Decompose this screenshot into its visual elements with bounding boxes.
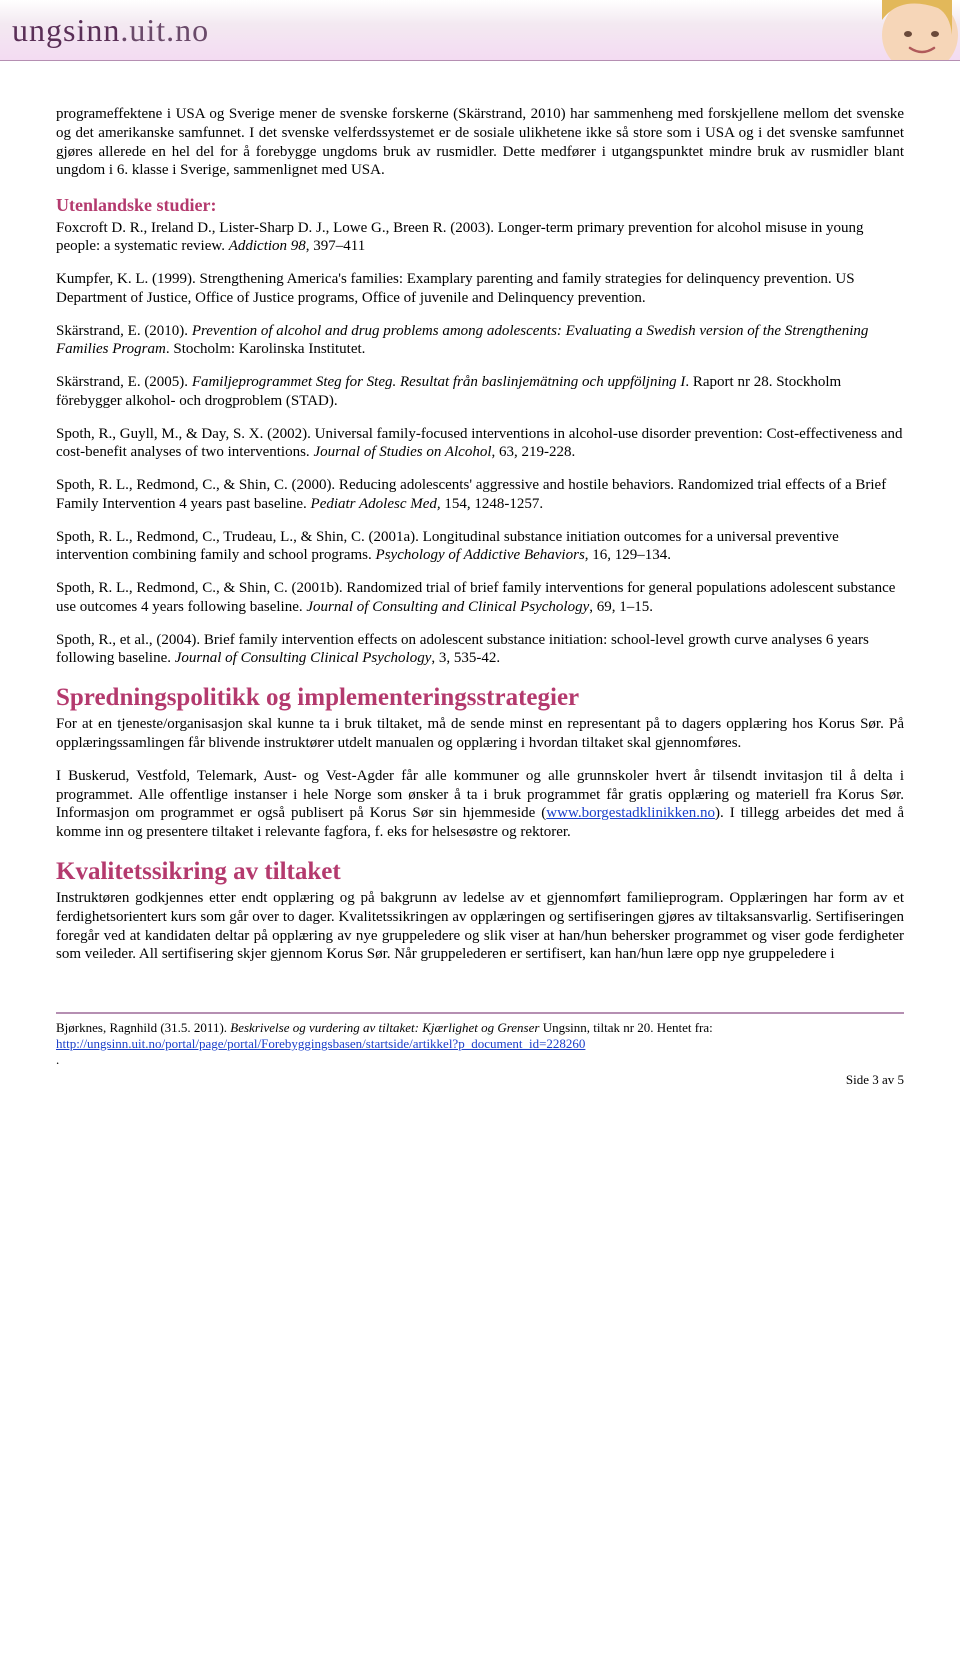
- cite-title: Beskrivelse og vurdering av tiltaket: Kj…: [230, 1020, 539, 1035]
- heading-utenlandske: Utenlandske studier:: [56, 194, 904, 217]
- reference-6: Spoth, R. L., Redmond, C., & Shin, C. (2…: [56, 476, 904, 514]
- ref-text: , 69, 1–15.: [589, 599, 653, 615]
- ref-text: Skärstrand, E. (2005).: [56, 374, 192, 390]
- cite-text: Ungsinn, tiltak nr 20. Hentet fra:: [539, 1020, 712, 1035]
- logo: ungsinn.uit.no: [12, 12, 209, 49]
- reference-5: Spoth, R., Guyll, M., & Day, S. X. (2002…: [56, 425, 904, 463]
- page-footer: Bjørknes, Ragnhild (31.5. 2011). Beskriv…: [56, 1012, 904, 1088]
- reference-4: Skärstrand, E. (2005). Familjeprogrammet…: [56, 373, 904, 411]
- ref-text: , 3, 535-42.: [431, 650, 500, 666]
- ref-journal: Addiction 98: [229, 238, 306, 254]
- footer-citation: Bjørknes, Ragnhild (31.5. 2011). Beskriv…: [56, 1020, 904, 1068]
- ref-title: Familjeprogrammet Steg for Steg. Resulta…: [192, 374, 686, 390]
- cite-dot: .: [56, 1052, 59, 1067]
- reference-3: Skärstrand, E. (2010). Prevention of alc…: [56, 322, 904, 360]
- page-header: ungsinn.uit.no: [0, 0, 960, 61]
- link-source[interactable]: http://ungsinn.uit.no/portal/page/portal…: [56, 1036, 585, 1051]
- ref-text: Skärstrand, E. (2010).: [56, 323, 192, 339]
- cite-text: Bjørknes, Ragnhild (31.5. 2011).: [56, 1020, 230, 1035]
- ref-text: . Stocholm: Karolinska Institutet.: [166, 341, 366, 357]
- content-area: programeffektene i USA og Sverige mener …: [0, 61, 960, 984]
- heading-kvalitet: Kvalitetssikring av tiltaket: [56, 856, 904, 887]
- reference-7: Spoth, R. L., Redmond, C., Trudeau, L., …: [56, 528, 904, 566]
- reference-8: Spoth, R. L., Redmond, C., & Shin, C. (2…: [56, 579, 904, 617]
- ref-journal: Journal of Consulting and Clinical Psych…: [306, 599, 589, 615]
- ref-journal: Pediatr Adolesc Med,: [311, 496, 441, 512]
- paragraph-buskerud: I Buskerud, Vestfold, Telemark, Aust- og…: [56, 767, 904, 842]
- link-borgestadklinikken[interactable]: www.borgestadklinikken.no: [546, 805, 715, 821]
- ref-text: , 63, 219-228.: [491, 444, 575, 460]
- reference-9: Spoth, R., et al., (2004). Brief family …: [56, 631, 904, 669]
- paragraph-kvalitet: Instruktøren godkjennes etter endt opplæ…: [56, 889, 904, 964]
- paragraph-spredning: For at en tjeneste/organisasjon skal kun…: [56, 715, 904, 753]
- ref-text: Foxcroft D. R., Ireland D., Lister-Sharp…: [56, 220, 864, 255]
- logo-domain: .uit.no: [120, 12, 209, 48]
- intro-paragraph: programeffektene i USA og Sverige mener …: [56, 105, 904, 180]
- ref-text: , 397–411: [306, 238, 365, 254]
- ref-text: 154, 1248-1257.: [441, 496, 544, 512]
- face-decoration: [840, 0, 960, 61]
- reference-1: Foxcroft D. R., Ireland D., Lister-Sharp…: [56, 219, 904, 257]
- ref-journal: Psychology of Addictive Behaviors: [376, 547, 585, 563]
- ref-journal: Journal of Studies on Alcohol: [313, 444, 491, 460]
- heading-spredning: Spredningspolitikk og implementeringsstr…: [56, 682, 904, 713]
- page-number: Side 3 av 5: [56, 1072, 904, 1088]
- logo-brand: ungsinn: [12, 12, 120, 48]
- ref-text: , 16, 129–134.: [585, 547, 671, 563]
- reference-2: Kumpfer, K. L. (1999). Strengthening Ame…: [56, 270, 904, 308]
- ref-journal: Journal of Consulting Clinical Psycholog…: [175, 650, 432, 666]
